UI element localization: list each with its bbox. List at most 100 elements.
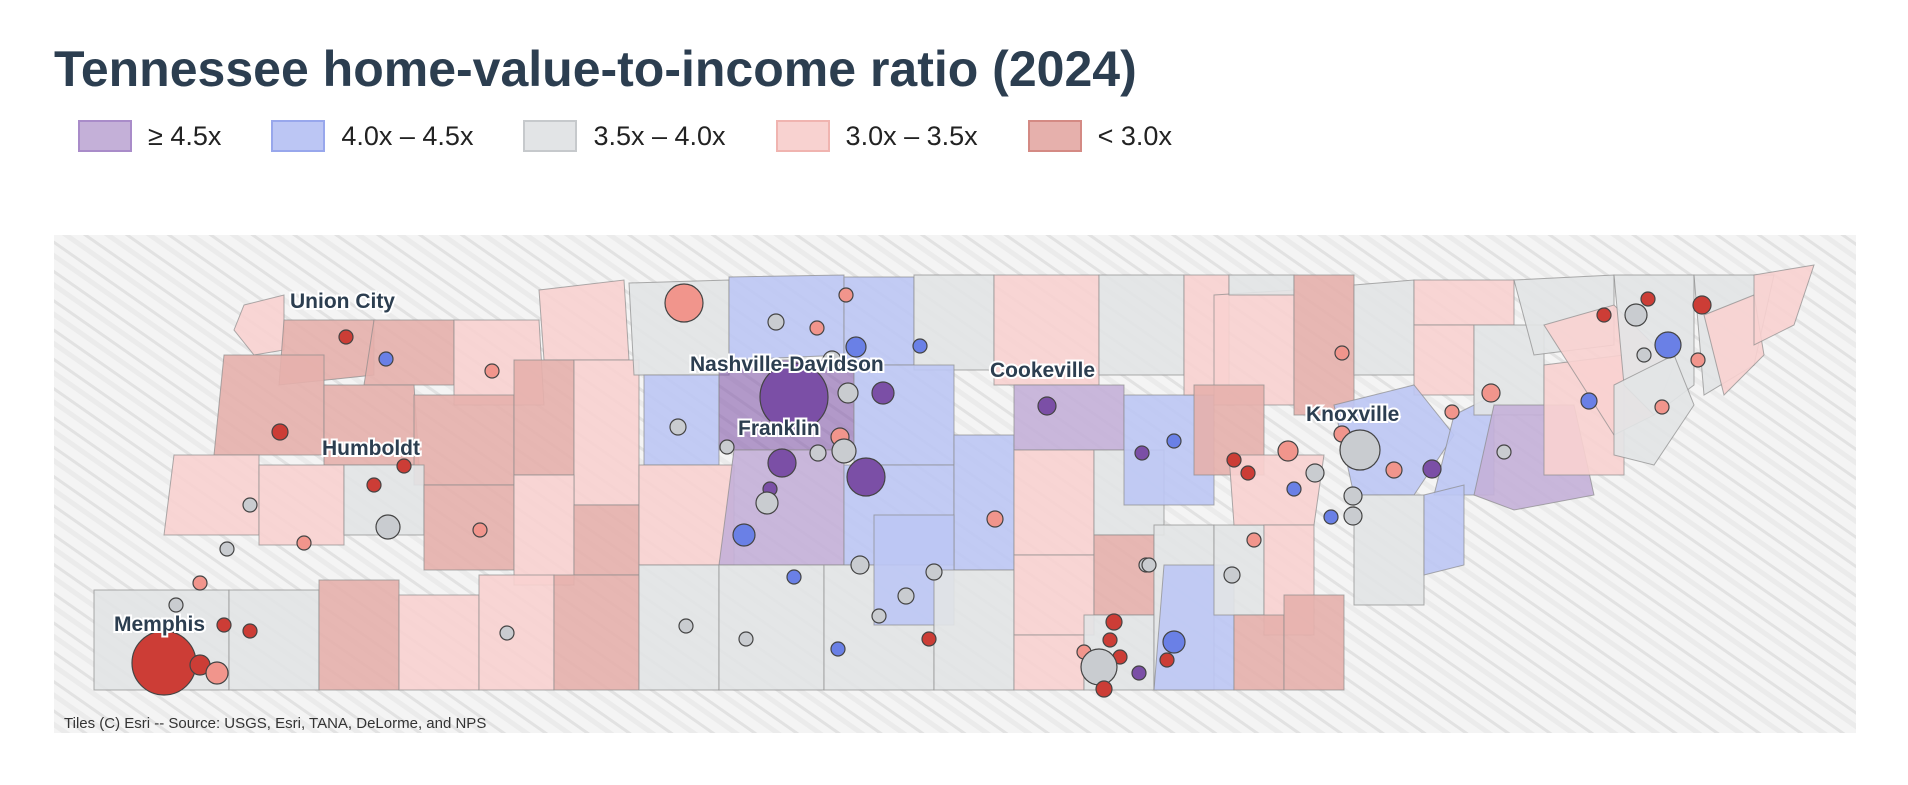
marker-lower (809, 320, 825, 336)
marker-low (242, 623, 258, 639)
county (513, 359, 575, 476)
county (1703, 294, 1765, 396)
marker-low (921, 631, 937, 647)
marker-upper (1654, 331, 1682, 359)
county (1098, 274, 1185, 376)
label-nashville: Nashville-Davidson (690, 353, 884, 376)
legend-item-high: ≥ 4.5x (78, 120, 221, 152)
marker-mid (831, 438, 857, 464)
marker-low (1240, 465, 1256, 481)
marker-mid (1305, 463, 1325, 483)
marker-mid (809, 444, 827, 462)
legend-swatch-high (78, 120, 132, 152)
marker-upper (1580, 392, 1598, 410)
county (233, 294, 285, 356)
county (718, 564, 825, 691)
marker-lower (192, 575, 208, 591)
county (1228, 274, 1295, 296)
marker-upper (845, 336, 867, 358)
county (1423, 484, 1465, 576)
marker-high (1134, 445, 1150, 461)
marker-low (1159, 652, 1175, 668)
map-attribution: Tiles (C) Esri -- Source: USGS, Esri, TA… (64, 715, 487, 732)
marker-upper (1323, 509, 1339, 525)
marker-low (1640, 291, 1656, 307)
county (1013, 384, 1125, 451)
marker-low (338, 329, 354, 345)
county (363, 319, 455, 386)
marker-upper (786, 569, 802, 585)
marker-high (767, 448, 797, 478)
legend: ≥ 4.5x 4.0x – 4.5x 3.5x – 4.0x 3.0x – 3.… (78, 120, 1222, 152)
marker-mid (1141, 557, 1157, 573)
county (1013, 554, 1095, 636)
marker-low (216, 617, 232, 633)
label-humboldt: Humboldt (322, 437, 420, 460)
marker-upper (378, 351, 394, 367)
marker-lower (838, 287, 854, 303)
county (423, 484, 515, 571)
county (1233, 614, 1285, 691)
county (1613, 354, 1695, 466)
marker-low (396, 458, 412, 474)
legend-item-low: < 3.0x (1027, 120, 1172, 152)
marker-mid (850, 555, 870, 575)
county (513, 474, 575, 586)
marker-low (1095, 680, 1113, 698)
marker-lower (472, 522, 488, 538)
county (953, 434, 1015, 571)
marker-mid (1496, 444, 1512, 460)
label-memphis: Memphis (114, 613, 205, 636)
marker-high (1422, 459, 1442, 479)
marker-lower (1444, 404, 1460, 420)
label-union-city: Union City (290, 290, 395, 313)
marker-high (1037, 396, 1057, 416)
marker-mid (897, 587, 915, 605)
marker-mid (1343, 506, 1363, 526)
county (1093, 534, 1155, 616)
marker-lower (1690, 352, 1706, 368)
marker-upper (912, 338, 928, 354)
county (1413, 324, 1475, 396)
marker-mid (837, 382, 859, 404)
county (573, 504, 640, 576)
map-title: Tennessee home-value-to-income ratio (20… (54, 41, 1137, 97)
marker-mid (1624, 303, 1648, 327)
county (1353, 279, 1415, 376)
marker-mid-large (1339, 429, 1381, 471)
legend-swatch-mid (523, 120, 578, 152)
marker-mid (669, 418, 687, 436)
marker-low (1596, 307, 1612, 323)
marker-mid (499, 625, 515, 641)
county (933, 569, 1015, 691)
marker-upper (1162, 630, 1186, 654)
marker-mid (871, 608, 887, 624)
marker-lower (1654, 399, 1670, 415)
county (1293, 274, 1355, 416)
marker-mid (219, 541, 235, 557)
county (1753, 264, 1815, 346)
marker-low (1692, 295, 1712, 315)
legend-swatch-lower (775, 120, 830, 152)
marker-mid (1343, 486, 1363, 506)
legend-label-low: < 3.0x (1097, 120, 1172, 151)
county (638, 464, 735, 566)
marker-lower (1277, 440, 1299, 462)
marker-lower (1385, 461, 1403, 479)
legend-swatch-low (1027, 120, 1082, 152)
marker-low-large (131, 630, 197, 696)
marker-mid (168, 597, 184, 613)
legend-label-lower: 3.0x – 3.5x (845, 120, 978, 151)
marker-mid (1223, 566, 1241, 584)
county (728, 274, 845, 361)
label-cookeville: Cookeville (990, 359, 1095, 382)
county-polygons (93, 264, 1815, 691)
marker-low (366, 477, 382, 493)
marker-mid (375, 514, 401, 540)
marker-low (1102, 632, 1118, 648)
marker-low (271, 423, 289, 441)
county (413, 394, 515, 486)
legend-item-upper: 4.0x – 4.5x (271, 120, 473, 152)
marker-upper (830, 641, 846, 657)
county (163, 454, 260, 536)
